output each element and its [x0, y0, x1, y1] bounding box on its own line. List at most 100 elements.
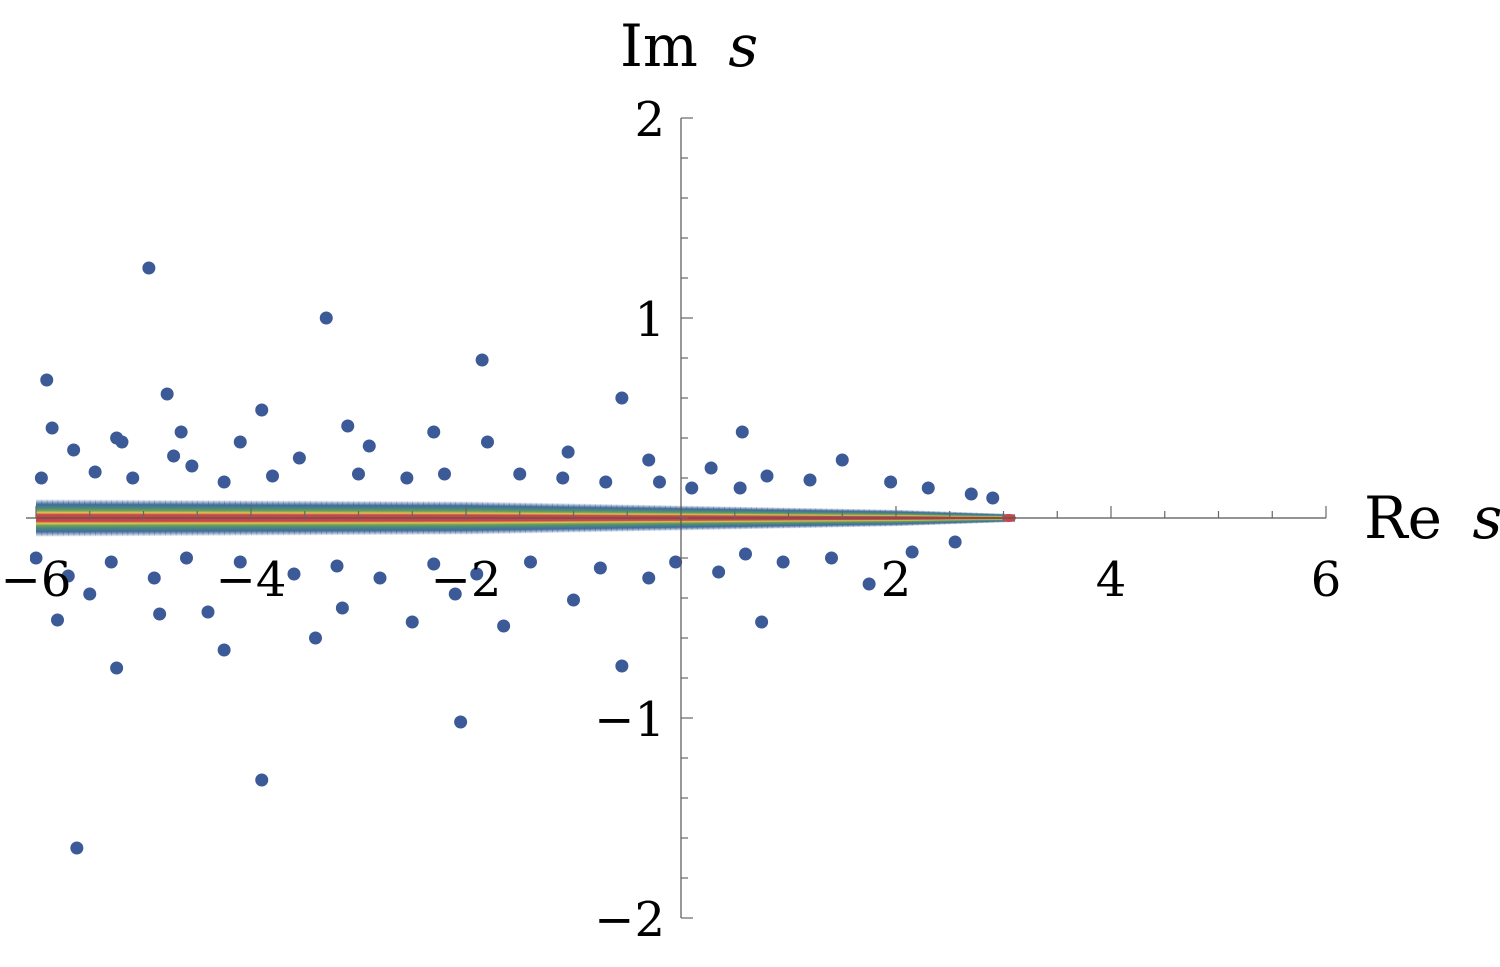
data-point [615, 659, 629, 673]
tick-labels: −6 −4 −2 2 4 6 2 1 −1 −2 [1, 92, 1342, 948]
data-point [704, 461, 718, 475]
data-point [70, 841, 84, 855]
data-point [755, 615, 769, 629]
data-point [669, 555, 683, 569]
data-point [266, 469, 279, 483]
data-point [83, 587, 97, 601]
data-point [142, 261, 156, 275]
data-point [405, 615, 419, 629]
x-tick-label: 6 [1311, 552, 1342, 608]
x-tick-label: 2 [881, 552, 912, 608]
x-axis-title: Re s [1364, 484, 1500, 552]
data-point [653, 475, 666, 489]
data-point [524, 555, 537, 569]
data-point [739, 547, 752, 561]
data-point [448, 587, 462, 601]
x-tick-label: −2 [431, 552, 502, 608]
scatter-points [30, 261, 1000, 855]
data-point [51, 613, 64, 627]
data-point [735, 425, 749, 439]
y-axis-title: Im s [620, 12, 758, 80]
data-point [964, 487, 978, 501]
data-point [567, 593, 580, 607]
data-point [40, 373, 54, 387]
data-point [362, 439, 376, 453]
data-point [438, 467, 451, 481]
data-point [217, 643, 231, 657]
data-point [921, 481, 935, 495]
data-point [255, 403, 269, 417]
data-point [167, 449, 181, 463]
data-point [335, 601, 349, 615]
axes: −6 −4 −2 2 4 6 2 1 −1 −2 [1, 92, 1342, 948]
data-point [948, 535, 962, 549]
data-point [427, 557, 441, 571]
data-point [287, 567, 301, 581]
data-point [986, 491, 1000, 505]
data-point [330, 559, 344, 573]
x-tick-label: 4 [1096, 552, 1127, 608]
data-point [233, 435, 247, 449]
axis-ticks [35, 117, 1327, 919]
data-point [497, 619, 511, 633]
data-point [88, 465, 102, 479]
data-point [185, 459, 199, 473]
data-point [776, 555, 790, 569]
data-point [454, 715, 468, 729]
data-point [470, 567, 484, 581]
data-point [835, 453, 849, 467]
data-point [201, 605, 215, 619]
data-point [513, 467, 527, 481]
data-point [427, 425, 441, 439]
data-point [180, 551, 193, 565]
data-point [160, 387, 174, 401]
data-point [593, 561, 607, 575]
x-tick-label: −6 [1, 552, 72, 608]
data-point [884, 475, 898, 489]
data-point [110, 661, 124, 675]
data-point [34, 471, 48, 485]
data-point [110, 431, 124, 445]
data-point [147, 571, 161, 585]
y-axis-title-prefix: Im [620, 12, 698, 80]
data-point [556, 471, 570, 485]
data-point [67, 443, 81, 457]
data-point [733, 481, 747, 495]
x-axis-title-prefix: Re [1364, 484, 1442, 552]
data-point [481, 435, 494, 449]
data-point [475, 353, 489, 367]
data-point [599, 475, 613, 489]
data-point [233, 555, 247, 569]
data-point [104, 555, 118, 569]
data-point [30, 551, 43, 565]
y-tick-label: 2 [634, 92, 665, 148]
data-point [217, 475, 231, 489]
data-point [61, 569, 75, 583]
data-point [712, 565, 726, 579]
data-point [373, 571, 387, 585]
y-tick-label: −2 [594, 892, 665, 948]
data-point [862, 577, 876, 591]
y-tick-label: 1 [634, 292, 665, 348]
data-point [615, 391, 629, 405]
data-point [760, 469, 774, 483]
data-point [174, 425, 188, 439]
data-point [292, 451, 306, 465]
data-point [642, 453, 656, 467]
data-point [400, 471, 414, 485]
x-tick-label: −4 [216, 552, 287, 608]
data-point [255, 773, 269, 787]
data-point [825, 551, 838, 565]
x-axis-title-var: s [1472, 484, 1500, 552]
data-point [803, 473, 817, 487]
data-point [642, 571, 656, 585]
y-axis-title-var: s [728, 12, 758, 80]
data-point [319, 311, 333, 325]
data-point [561, 445, 575, 459]
data-point [685, 481, 699, 495]
data-point [45, 421, 59, 435]
data-point [905, 545, 919, 559]
data-point [126, 471, 140, 485]
data-point [341, 419, 355, 433]
